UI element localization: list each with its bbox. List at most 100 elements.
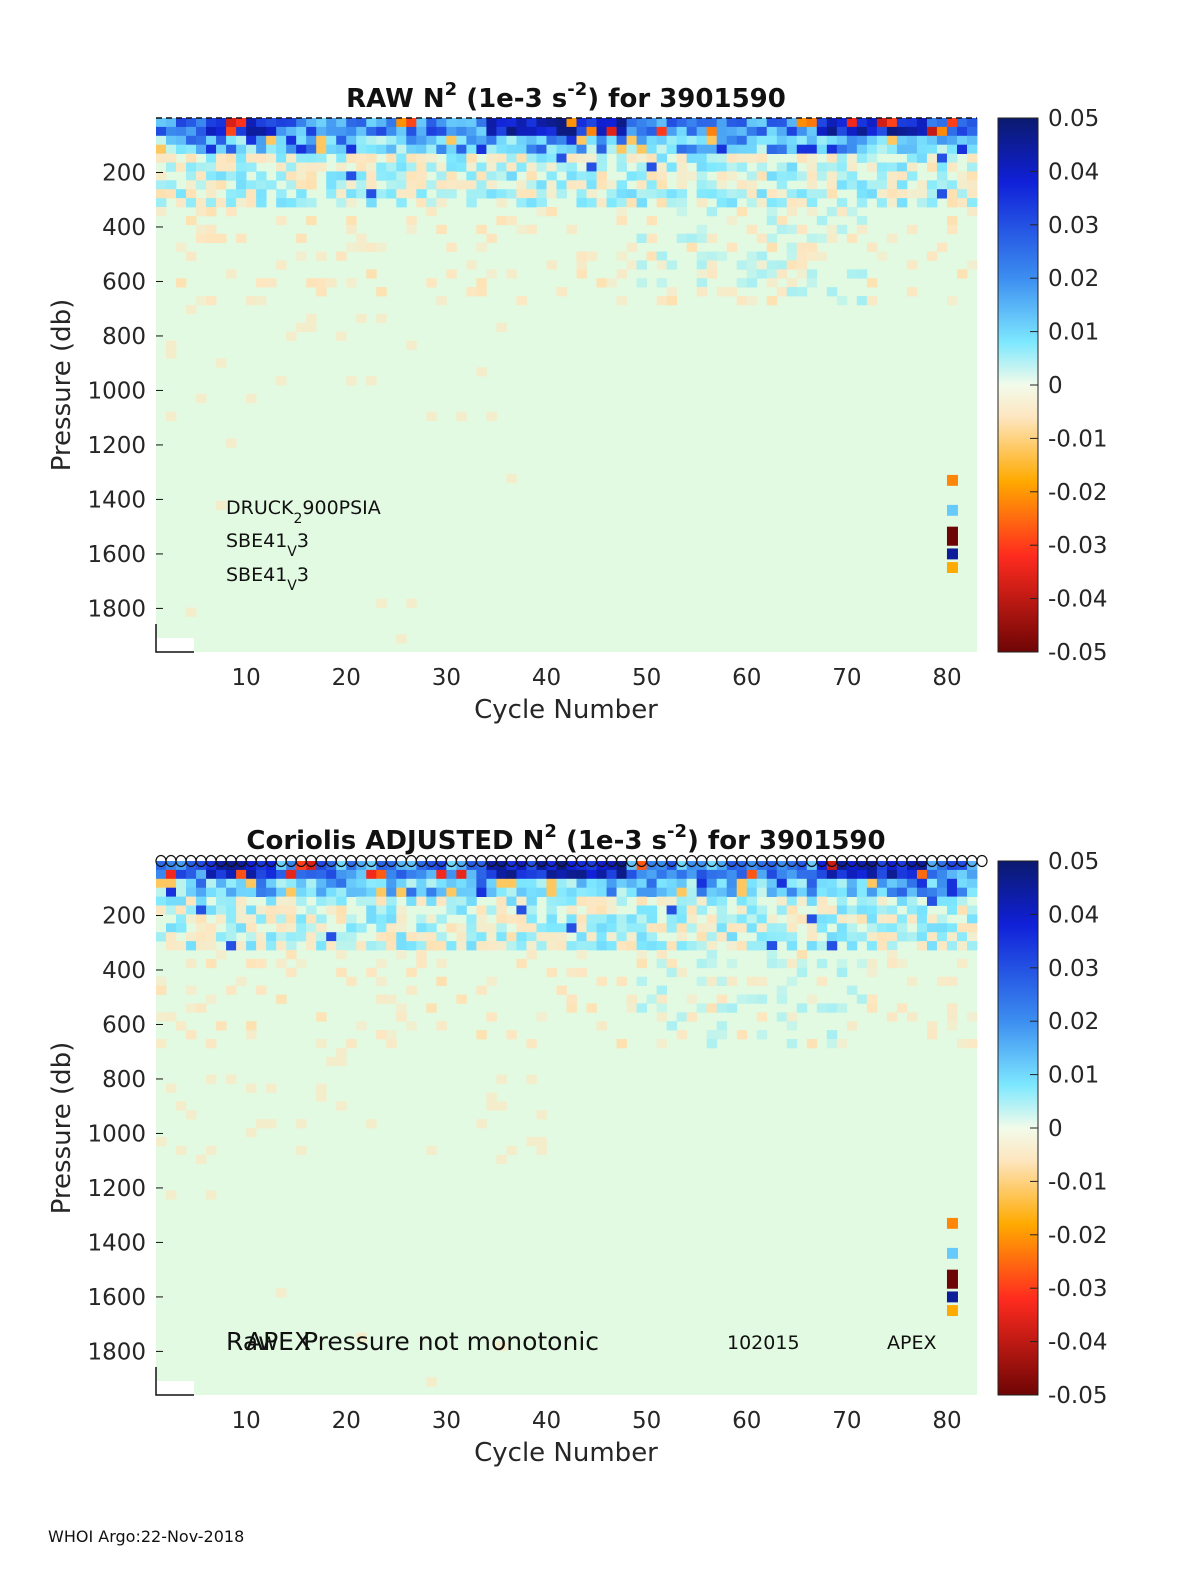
heatmap-cell (866, 144, 878, 154)
heatmap-cell (736, 861, 748, 871)
heatmap-cell (416, 923, 427, 933)
heatmap-cell (916, 189, 928, 199)
heatmap-cell (506, 861, 517, 871)
heatmap-cell (956, 180, 968, 190)
heatmap-cell (776, 932, 788, 942)
heatmap-cell (766, 242, 778, 252)
adjusted-overlay-apex: APEX (246, 1327, 311, 1356)
heatmap-cell (236, 118, 247, 128)
heatmap-cell (786, 198, 798, 208)
heatmap-cell (906, 171, 918, 181)
heatmap-cell (256, 887, 267, 897)
heatmap-cell (216, 135, 227, 146)
heatmap-cell (596, 153, 607, 163)
heatmap-cell (226, 985, 237, 995)
heatmap-cell (856, 932, 868, 942)
heatmap-cell (376, 144, 387, 154)
heatmap-cell (326, 941, 337, 951)
heatmap-cell (946, 144, 958, 154)
heatmap-cell (186, 914, 197, 924)
heatmap-cell (156, 905, 167, 915)
heatmap-cell (766, 887, 778, 897)
heatmap-cell (856, 153, 868, 163)
heatmap-cell (896, 126, 908, 137)
heatmap-cell (656, 198, 668, 208)
heatmap-cell (786, 923, 798, 933)
heatmap-cell (766, 296, 778, 306)
heatmap-cell (486, 941, 497, 951)
heatmap-cell (256, 958, 267, 969)
heatmap-cell (906, 224, 918, 235)
heatmap-cell (966, 135, 978, 146)
heatmap-cell (256, 878, 267, 889)
heatmap-cell (196, 118, 207, 128)
heatmap-cell (636, 869, 647, 880)
heatmap-cell (616, 896, 627, 906)
heatmap-cell (916, 878, 928, 889)
heatmap-cell (186, 304, 197, 315)
heatmap-cell (506, 474, 517, 484)
heatmap-cell (576, 269, 587, 279)
heatmap-cell (466, 260, 477, 270)
heatmap-cell (436, 296, 447, 306)
heatmap-cell (956, 135, 968, 146)
heatmap-cell (966, 189, 978, 199)
heatmap-cell (856, 126, 868, 137)
heatmap-cell (866, 923, 878, 933)
heatmap-cell (856, 905, 868, 915)
heatmap-cell (596, 126, 607, 137)
heatmap-cell (886, 861, 898, 871)
heatmap-cell (616, 118, 627, 128)
heatmap-cell (266, 887, 277, 897)
heatmap-cell (896, 135, 908, 146)
heatmap-cell (896, 869, 908, 880)
heatmap-cell (966, 144, 978, 154)
heatmap-cell (596, 887, 607, 897)
heatmap-cell (476, 224, 487, 235)
heatmap-cell (266, 126, 277, 137)
heatmap-cell (226, 189, 237, 199)
heatmap-cell (696, 278, 708, 288)
heatmap-cell (466, 162, 477, 172)
heatmap-cell (866, 941, 878, 951)
heatmap-cell (806, 994, 818, 1004)
heatmap-cell (766, 950, 778, 960)
heatmap-cell (186, 215, 197, 226)
heatmap-cell (266, 180, 277, 190)
heatmap-cell (526, 887, 537, 897)
heatmap-cell (276, 126, 287, 137)
heatmap-cell (966, 905, 978, 915)
heatmap-cell (156, 198, 167, 208)
heatmap-cell (686, 869, 698, 880)
heatmap-cell (226, 923, 237, 933)
heatmap-cell (656, 135, 668, 146)
heatmap-cell (726, 914, 738, 924)
heatmap-cell (176, 905, 187, 915)
heatmap-cell (886, 198, 898, 208)
heatmap-cell (786, 1039, 798, 1049)
heatmap-cell (636, 861, 647, 871)
x-tick-label: 50 (632, 1408, 661, 1434)
heatmap-cell (736, 878, 748, 889)
heatmap-cell (186, 861, 197, 871)
heatmap-cell (426, 861, 437, 871)
x-tick-label: 10 (231, 665, 260, 691)
heatmap-cell (506, 135, 517, 146)
heatmap-cell (226, 1074, 237, 1084)
heatmap-cell (636, 878, 647, 889)
heatmap-cell (366, 878, 377, 889)
heatmap-cell (616, 976, 627, 986)
heatmap-cell (306, 171, 317, 181)
heatmap-cell (476, 278, 487, 288)
heatmap-cell (446, 144, 457, 154)
heatmap-cell (206, 1145, 217, 1156)
heatmap-cell (246, 914, 257, 924)
heatmap-cell (806, 1039, 818, 1049)
heatmap-cell (186, 118, 197, 128)
heatmap-cell (646, 189, 658, 199)
heatmap-cell (506, 1030, 517, 1040)
heatmap-cell (246, 861, 257, 871)
heatmap-cell (796, 135, 808, 146)
heatmap-cell (576, 189, 587, 199)
heatmap-cell (516, 896, 527, 906)
